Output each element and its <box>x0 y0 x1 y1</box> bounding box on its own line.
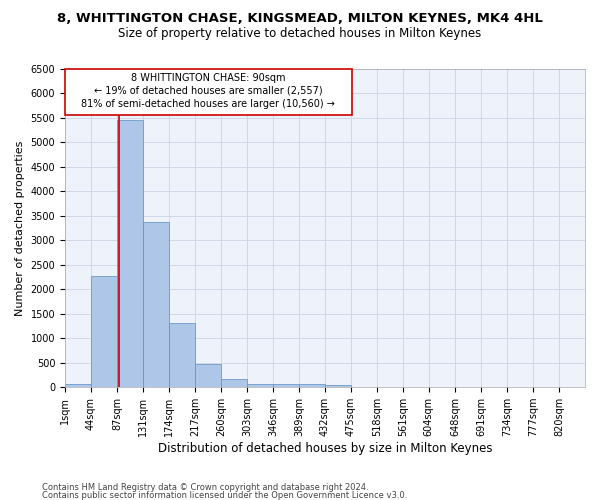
Text: Contains HM Land Registry data © Crown copyright and database right 2024.: Contains HM Land Registry data © Crown c… <box>42 483 368 492</box>
Text: ← 19% of detached houses are smaller (2,557): ← 19% of detached houses are smaller (2,… <box>94 86 323 96</box>
Bar <box>273 384 299 387</box>
Text: Contains public sector information licensed under the Open Government Licence v3: Contains public sector information licen… <box>42 490 407 500</box>
Bar <box>169 322 196 387</box>
Bar <box>143 222 169 387</box>
Text: 8, WHITTINGTON CHASE, KINGSMEAD, MILTON KEYNES, MK4 4HL: 8, WHITTINGTON CHASE, KINGSMEAD, MILTON … <box>57 12 543 26</box>
Bar <box>221 380 247 387</box>
Bar <box>247 384 273 387</box>
FancyBboxPatch shape <box>65 70 352 115</box>
Bar <box>325 384 351 387</box>
Text: Size of property relative to detached houses in Milton Keynes: Size of property relative to detached ho… <box>118 28 482 40</box>
Text: 8 WHITTINGTON CHASE: 90sqm: 8 WHITTINGTON CHASE: 90sqm <box>131 73 286 83</box>
Bar <box>196 364 221 387</box>
Bar <box>117 120 143 387</box>
Bar <box>65 384 91 387</box>
Bar <box>91 276 117 387</box>
Text: 81% of semi-detached houses are larger (10,560) →: 81% of semi-detached houses are larger (… <box>82 99 335 109</box>
Y-axis label: Number of detached properties: Number of detached properties <box>15 140 25 316</box>
Bar <box>299 384 325 387</box>
X-axis label: Distribution of detached houses by size in Milton Keynes: Distribution of detached houses by size … <box>158 442 492 455</box>
